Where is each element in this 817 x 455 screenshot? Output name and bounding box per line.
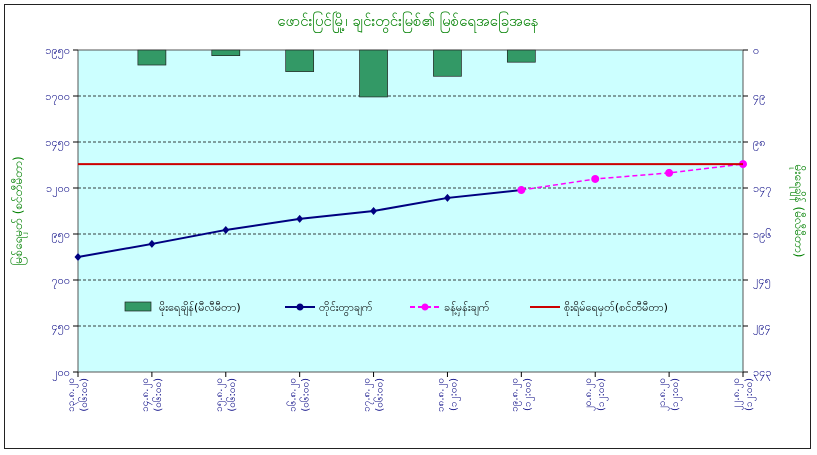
observed-point bbox=[443, 193, 451, 202]
observed-point bbox=[296, 214, 304, 223]
rainfall-bar bbox=[285, 49, 315, 72]
x-tick-label-date: ၁၃.၈.၂၀ bbox=[66, 378, 79, 412]
x-tick-label-date: ၁၄.၈.၂၀ bbox=[140, 378, 153, 412]
x-tick-label-date: ၂၂.၈.၂၀ bbox=[731, 378, 744, 410]
x-tick-label-date: ၁၈.၈.၂၀ bbox=[435, 378, 448, 412]
left-tick-label: ၂၀၀ bbox=[52, 366, 70, 381]
rainfall-bar bbox=[359, 49, 388, 98]
legend-swatch-marker bbox=[421, 303, 429, 311]
chart-title: ဖောင်းပြင်မြို့၊ ချင်းတွင်းမြစ်၏ မြစ်ရေအ… bbox=[277, 11, 538, 33]
left-tick-label: ၁၄၅၀ bbox=[45, 136, 70, 151]
right-tick-label: ၁၉၆ bbox=[753, 228, 772, 243]
x-tick-label-date: ၁၉.၈.၂၀ bbox=[509, 378, 522, 412]
left-tick-label: ၁၇၀၀ bbox=[45, 90, 70, 105]
left-axis-title: မြစ်ရေမှတ် (စင်တီမီတာ) bbox=[9, 156, 28, 265]
right-tick-label: ၁၄၇ bbox=[753, 182, 772, 197]
x-tick-label-time: (၀၆:၀၀) bbox=[77, 378, 90, 412]
observed-point bbox=[148, 239, 156, 248]
x-tick-label-time: (၁၂:၀၀) bbox=[596, 378, 609, 411]
forecast-point bbox=[665, 168, 674, 177]
x-tick-label-time: (၀၆:၀၀) bbox=[373, 378, 386, 412]
observed-point bbox=[370, 207, 378, 215]
x-tick-label-date: ၁၅.၈.၂၀ bbox=[214, 378, 227, 412]
left-tick-label: ၁၉၅၀ bbox=[45, 44, 70, 59]
right-tick-label: ၉၈ bbox=[753, 136, 765, 151]
chart-frame bbox=[4, 4, 811, 449]
x-tick-label-date: ၂၀.၈.၂၀ bbox=[583, 378, 596, 411]
plot-area bbox=[77, 49, 744, 373]
right-tick-label: ၀ bbox=[753, 44, 759, 57]
right-tick-label: ၂၄၅ bbox=[753, 274, 771, 289]
right-tick-label: ၃၄၃ bbox=[753, 366, 772, 381]
rainfall-bar bbox=[211, 49, 241, 56]
x-tick-label-time: (၁၂:၀၀) bbox=[744, 378, 757, 411]
forecast-point bbox=[517, 186, 526, 195]
observed-point bbox=[74, 253, 82, 261]
rainfall-bar bbox=[433, 49, 462, 77]
right-tick-label: ၄၉ bbox=[753, 90, 765, 105]
x-tick-label-time: (၀၆:၀၀) bbox=[151, 378, 164, 412]
legend-label: ခန့်မှန်းချက် bbox=[444, 301, 490, 316]
left-tick-label: ၄၅၀ bbox=[51, 320, 70, 335]
x-tick-label-time: (၁၂:၀၀) bbox=[670, 378, 683, 411]
rainfall-bar bbox=[506, 49, 536, 63]
x-tick-label-time: (၁၂:၀၀) bbox=[522, 378, 535, 411]
x-tick-label-time: (၁၂:၀၀) bbox=[448, 378, 461, 411]
right-axis-title: မိုးရေချိန် (မီလီမီတာ) bbox=[789, 165, 807, 258]
legend-label: တိုင်းတွာချက် bbox=[319, 301, 373, 316]
forecast-line bbox=[521, 163, 744, 191]
forecast-point bbox=[591, 174, 600, 183]
x-tick-label-time: (၀၆:၀၀) bbox=[299, 378, 312, 412]
legend-swatch-rainfall bbox=[124, 301, 152, 312]
x-tick-label-date: ၁၇.၈.၂၀ bbox=[362, 378, 375, 412]
x-tick-label-date: ၁၆.၈.၂၀ bbox=[286, 378, 301, 412]
x-tick-label-date: ၂၁.၈.၂၀ bbox=[657, 378, 670, 411]
legend-swatch-marker bbox=[296, 303, 304, 311]
legend-label: မိုးရေချိန်(မီလီမီတာ) bbox=[159, 301, 241, 316]
right-tick-label: ၂၉၄ bbox=[753, 320, 771, 335]
observed-point bbox=[222, 225, 230, 234]
left-tick-label: ၁၂၀၀ bbox=[46, 182, 70, 197]
x-tick-label-time: (၀၆:၀၀) bbox=[225, 378, 238, 412]
legend-label: စိုးရိမ်ရေမှတ်(စင်တီမီတာ) bbox=[564, 301, 668, 316]
left-tick-label: ၇၀၀ bbox=[51, 274, 70, 289]
rainfall-bar bbox=[137, 49, 167, 66]
left-tick-label: ၉၅၀ bbox=[51, 228, 70, 243]
